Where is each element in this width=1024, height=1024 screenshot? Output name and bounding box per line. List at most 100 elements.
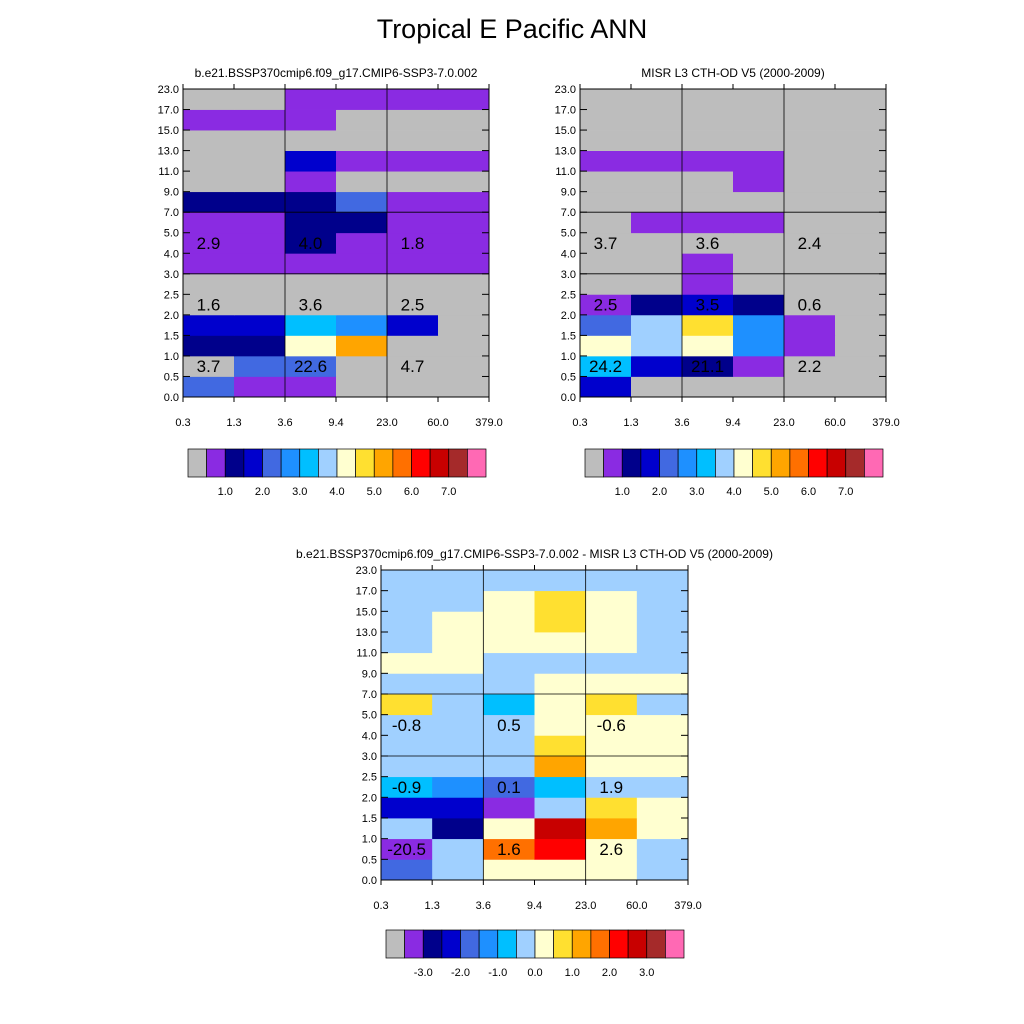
heatmap-cell (835, 335, 887, 357)
colorbar-label: 7.0 (838, 486, 853, 498)
colorbar-swatch (640, 448, 660, 478)
y-tick-label: 0.5 (561, 371, 576, 383)
colorbar-swatch (646, 929, 666, 959)
heatmap-cell (631, 376, 683, 398)
y-tick-label: 15.0 (356, 606, 377, 618)
cell-value-label: 0.5 (497, 716, 521, 735)
heatmap-cell (381, 756, 433, 778)
cell-value-label: 24.2 (589, 357, 622, 376)
heatmap-cell (234, 191, 286, 213)
colorbar-swatch (478, 929, 499, 959)
y-tick-label: 13.0 (158, 146, 179, 158)
x-tick-label: 9.4 (725, 417, 740, 429)
heatmap-cell (483, 756, 535, 778)
heatmap-cell (585, 694, 638, 716)
heatmap-cell (534, 735, 587, 757)
heatmap-cell (580, 89, 632, 110)
heatmap-cell (580, 314, 632, 336)
y-tick-label: 23.0 (158, 84, 179, 96)
heatmap-cell (733, 89, 785, 110)
heatmap-cell (234, 376, 286, 398)
heatmap-cell (682, 171, 734, 193)
x-tick-label: 0.3 (572, 417, 587, 429)
heatmap-cell (183, 150, 235, 172)
y-tick-label: 17.0 (356, 586, 377, 598)
colorbar-swatch (696, 448, 716, 478)
heatmap-cell (285, 150, 337, 172)
heatmap-cell (234, 171, 286, 193)
heatmap-cell (438, 273, 490, 295)
heatmap-cell (534, 673, 587, 695)
x-tick-label: 3.6 (674, 417, 689, 429)
heatmap-cell (835, 130, 887, 151)
heatmap-cell (682, 355, 734, 377)
colorbar-swatch (770, 448, 791, 478)
heatmap-cell (784, 232, 836, 254)
heatmap-cell (636, 859, 689, 881)
heatmap-cell (534, 652, 587, 674)
panel-title: b.e21.BSSP370cmip6.f09_g17.CMIP6-SSP3-7.… (195, 66, 478, 80)
heatmap-cell (483, 694, 535, 716)
heatmap-cell (285, 294, 337, 316)
heatmap-cell (183, 335, 235, 357)
colorbar-label: 6.0 (404, 486, 419, 498)
y-tick-label: 11.0 (555, 166, 576, 178)
heatmap-cell (733, 335, 785, 357)
colorbar-swatch (497, 929, 517, 959)
heatmap-cell (183, 89, 235, 110)
cell-value-label: 4.7 (401, 357, 425, 376)
heatmap-cell (733, 150, 785, 172)
heatmap-cell (733, 253, 785, 275)
colorbar-swatch (553, 929, 573, 959)
heatmap-cell (585, 797, 638, 819)
heatmap-cell (381, 797, 433, 819)
heatmap-cell (285, 171, 337, 193)
y-tick-label: 11.0 (158, 166, 179, 178)
heatmap-cell (381, 611, 433, 633)
heatmap-cell (432, 590, 484, 612)
heatmap-cell (432, 818, 484, 840)
heatmap-cell (580, 355, 632, 377)
colorbar-swatch (571, 929, 592, 959)
heatmap-cell (387, 376, 439, 398)
heatmap-cell (733, 294, 785, 316)
heatmap-cell (234, 355, 286, 377)
x-tick-label: 60.0 (427, 417, 448, 429)
heatmap-cell (438, 376, 490, 398)
heatmap-cell (336, 335, 388, 357)
heatmap-cell (585, 859, 638, 881)
heatmap-cell (336, 130, 388, 151)
heatmap-cell (432, 797, 484, 819)
heatmap-cell (381, 735, 433, 757)
y-tick-label: 5.0 (164, 228, 179, 240)
heatmap-cell (387, 212, 439, 234)
heatmap-cell (234, 314, 286, 336)
heatmap-cell (585, 611, 638, 633)
heatmap-cell (285, 130, 337, 151)
heatmap-cell (381, 673, 433, 695)
x-tick-label: 60.0 (626, 900, 647, 912)
heatmap-cell (784, 150, 836, 172)
colorbar-label: 3.0 (689, 486, 704, 498)
heatmap-cell (636, 611, 689, 633)
y-tick-label: 1.0 (561, 351, 576, 363)
heatmap-cell (631, 273, 683, 295)
y-tick-label: 1.0 (164, 351, 179, 363)
heatmap-cell (585, 632, 638, 654)
heatmap-cell (682, 253, 734, 275)
heatmap-cell (387, 89, 439, 110)
colorbar-swatch (845, 448, 865, 478)
x-tick-label: 0.3 (175, 417, 190, 429)
colorbar-label: 3.0 (639, 967, 654, 979)
y-tick-label: 7.0 (164, 207, 179, 219)
y-tick-label: 23.0 (356, 565, 377, 577)
y-tick-label: 0.5 (362, 854, 377, 866)
heatmap-cell (835, 191, 887, 213)
heatmap-cell (336, 89, 388, 110)
heatmap-cell (682, 294, 734, 316)
heatmap-cell (733, 376, 785, 398)
heatmap-cell (483, 570, 535, 592)
heatmap-cell (682, 191, 734, 213)
heatmap-cell (784, 335, 836, 357)
cell-value-label: 3.7 (197, 357, 221, 376)
